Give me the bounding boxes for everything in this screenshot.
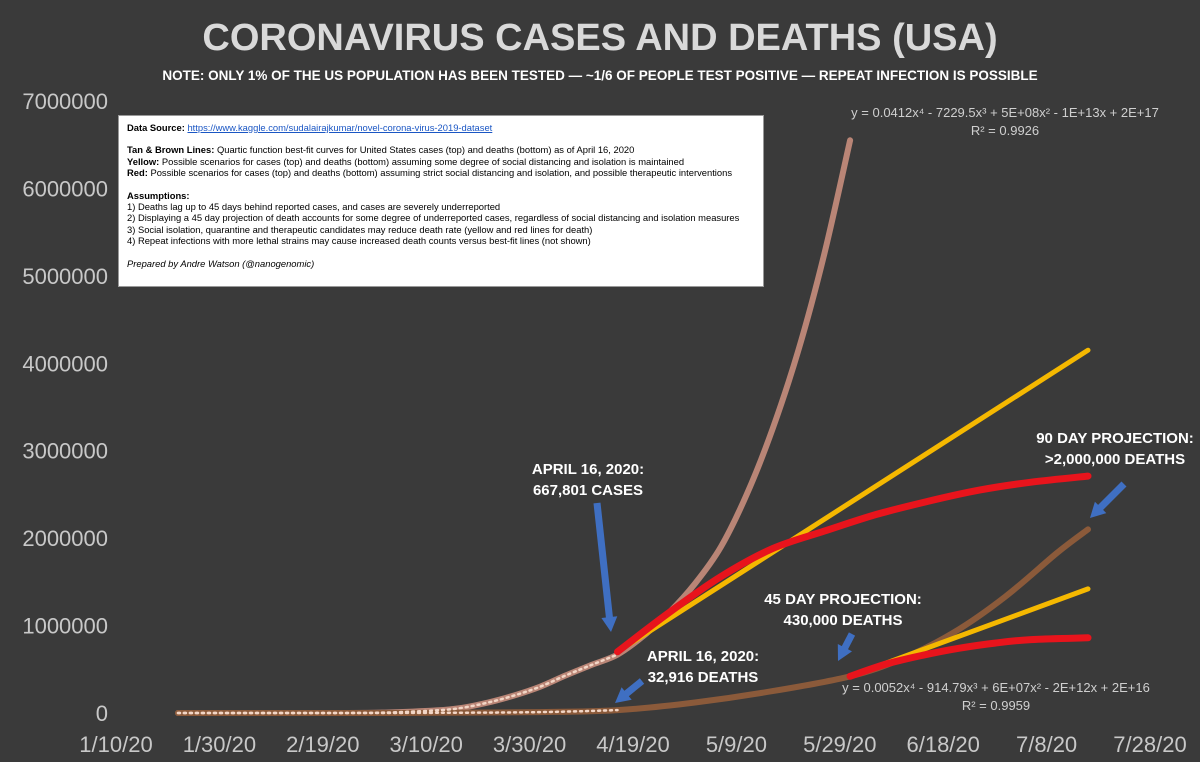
- info-red: Red: Possible scenarios for cases (top) …: [127, 167, 755, 178]
- x-tick-label: 1/30/20: [183, 732, 256, 757]
- x-tick-label: 7/28/20: [1113, 732, 1186, 757]
- info-spacer: [127, 179, 755, 190]
- x-tick-label: 6/18/20: [906, 732, 979, 757]
- x-tick-label: 7/8/20: [1016, 732, 1077, 757]
- equation-cases: y = 0.0412x⁴ - 7229.5x³ + 5E+08x² - 1E+1…: [851, 105, 1159, 120]
- info-tan-label: Tan & Brown Lines:: [127, 144, 215, 156]
- info-source: Data Source: https://www.kaggle.com/suda…: [127, 122, 755, 133]
- label-deaths-count: 32,916 DEATHS: [648, 669, 759, 686]
- assumption-item: 1) Deaths lag up to 45 days behind repor…: [127, 201, 501, 213]
- x-tick-label: 4/19/20: [596, 732, 669, 757]
- equation-deaths: y = 0.0052x⁴ - 914.79x³ + 6E+07x² - 2E+1…: [842, 680, 1150, 695]
- info-spacer: [127, 247, 755, 258]
- assumption-item: 4) Repeat infections with more lethal st…: [127, 235, 591, 247]
- info-source-label: Data Source:: [127, 122, 185, 133]
- assumption-item: 3) Social isolation, quarantine and ther…: [127, 223, 593, 235]
- info-red-text: Possible scenarios for cases (top) and d…: [150, 167, 733, 179]
- label-deaths-date: APRIL 16, 2020:: [647, 648, 759, 665]
- info-spacer: [127, 133, 755, 144]
- label-cases-date: APRIL 16, 2020:: [532, 461, 644, 478]
- arrow-layer: [593, 481, 1127, 703]
- x-tick-label: 2/19/20: [286, 732, 359, 757]
- label-proj45-value: 430,000 DEATHS: [784, 612, 903, 629]
- y-tick-label: 7000000: [22, 89, 108, 114]
- r2-deaths: R² = 0.9959: [962, 698, 1030, 713]
- cases-yellow-line: [615, 347, 1091, 655]
- cases-red-line: [614, 472, 1092, 656]
- annotation-arrow-icon: [1090, 481, 1127, 518]
- annotation-arrow-icon: [615, 678, 645, 703]
- label-proj45-title: 45 DAY PROJECTION:: [764, 591, 922, 608]
- info-assumptions-label: Assumptions:: [127, 189, 190, 201]
- info-prepared-by-text: Prepared by Andre Watson (@nanogenomic): [127, 257, 315, 269]
- x-tick-label: 5/29/20: [803, 732, 876, 757]
- deaths-fit-line: [175, 526, 1091, 717]
- annotation-arrow-icon: [593, 502, 618, 632]
- y-axis-ticks: 0 1000000 2000000 3000000 4000000 5000000 6000…: [22, 89, 108, 726]
- y-tick-label: 1000000: [22, 614, 108, 639]
- info-prepared-by: Prepared by Andre Watson (@nanogenomic): [127, 258, 755, 269]
- chart-subtitle: NOTE: ONLY 1% OF THE US POPULATION HAS B…: [162, 68, 1037, 83]
- y-tick-label: 2000000: [22, 526, 108, 551]
- source-link[interactable]: https://www.kaggle.com/sudalairajkumar/n…: [187, 122, 493, 133]
- x-tick-label: 3/30/20: [493, 732, 566, 757]
- r2-cases: R² = 0.9926: [971, 123, 1039, 138]
- info-tan: Tan & Brown Lines: Quartic function best…: [127, 144, 755, 155]
- y-tick-label: 3000000: [22, 439, 108, 464]
- info-assumptions-heading: Assumptions:: [127, 190, 755, 201]
- series-layer: [175, 137, 1092, 717]
- info-tan-text: Quartic function best-fit curves for Uni…: [216, 144, 635, 156]
- annotation-arrow-icon: [837, 632, 856, 661]
- y-tick-label: 4000000: [22, 351, 108, 376]
- info-yellow-text: Possible scenarios for cases (top) and d…: [161, 155, 685, 167]
- chart-title: CORONAVIRUS CASES AND DEATHS (USA): [202, 17, 997, 59]
- assumption-item: 2) Displaying a 45 day projection of dea…: [127, 212, 740, 224]
- x-axis-ticks: 1/10/20 1/30/20 2/19/20 3/10/20 3/30/20 4/19/…: [79, 732, 1186, 757]
- info-yellow-label: Yellow:: [127, 155, 160, 167]
- info-box: Data Source: https://www.kaggle.com/suda…: [118, 115, 764, 287]
- y-tick-label: 6000000: [22, 176, 108, 201]
- x-tick-label: 3/10/20: [389, 732, 462, 757]
- label-proj90-title: 90 DAY PROJECTION:: [1036, 430, 1194, 447]
- info-yellow: Yellow: Possible scenarios for cases (to…: [127, 156, 755, 167]
- x-tick-label: 1/10/20: [79, 732, 152, 757]
- y-tick-label: 0: [96, 701, 108, 726]
- label-cases-count: 667,801 CASES: [533, 482, 643, 499]
- deaths-red-line: [846, 634, 1092, 680]
- label-proj90-value: >2,000,000 DEATHS: [1045, 451, 1185, 468]
- y-tick-label: 5000000: [22, 264, 108, 289]
- info-red-label: Red:: [127, 167, 148, 179]
- x-tick-label: 5/9/20: [706, 732, 767, 757]
